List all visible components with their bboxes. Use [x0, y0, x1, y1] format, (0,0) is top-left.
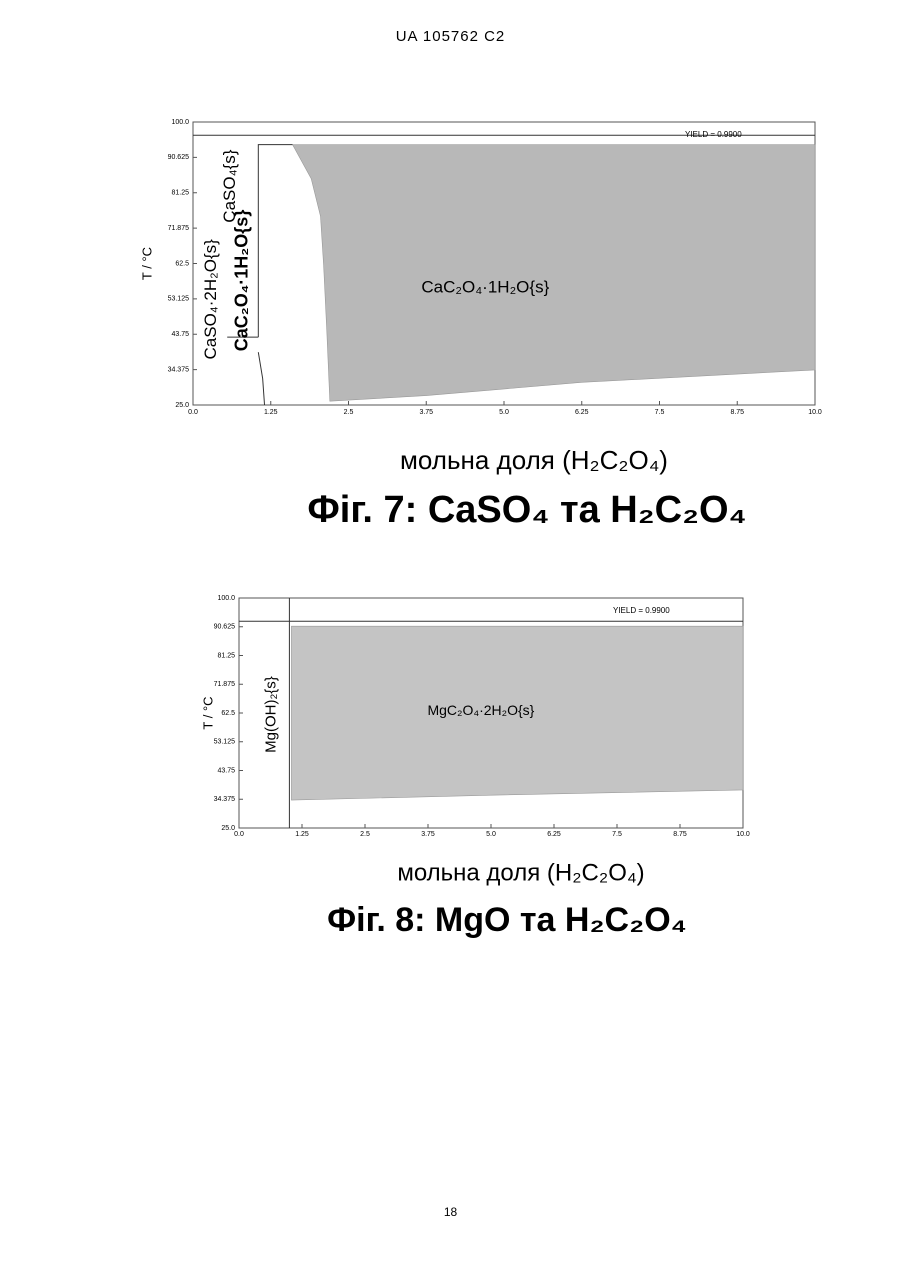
x-tick-label: 10.0 [808, 409, 822, 416]
phase-boundary [258, 352, 264, 405]
y-tick-label: 53.125 [214, 739, 236, 746]
y-axis-label: T / °C [139, 247, 154, 280]
x-tick-label: 8.75 [673, 831, 687, 838]
x-tick-label: 1.25 [295, 831, 309, 838]
x-tick-label: 2.5 [344, 409, 354, 416]
phase-boundary [258, 145, 292, 337]
y-tick-label: 100.0 [217, 595, 235, 602]
y-tick-label: 43.75 [171, 331, 189, 338]
y-axis-label: T / °C [200, 696, 215, 729]
x-tick-label: 5.0 [499, 409, 509, 416]
x-tick-label: 7.5 [655, 409, 665, 416]
x-tick-label: 0.0 [234, 831, 244, 838]
x-tick-label: 6.25 [547, 831, 561, 838]
y-tick-label: 25.0 [221, 825, 235, 832]
page: UA 105762 C2 CaC₂O₄·1H₂O{s}YIELD = 0.990… [0, 0, 901, 1273]
figure-caption: Фіг. 8: MgO та H₂C₂O₄ [327, 901, 687, 939]
y-tick-label: 90.625 [214, 624, 236, 631]
phase-region [293, 145, 815, 402]
y-tick-label: 100.0 [171, 119, 189, 126]
region-label: CaC₂O₄·1H₂O{s} [421, 278, 549, 297]
page-number: 18 [0, 1205, 901, 1219]
x-tick-label: 6.25 [575, 409, 589, 416]
x-tick-label: 2.5 [360, 831, 370, 838]
x-axis-label: мольна доля (H₂C₂O₄) [397, 859, 644, 886]
annotation: YIELD = 0.9900 [613, 606, 670, 615]
y-tick-label: 62.5 [175, 260, 189, 267]
x-tick-label: 3.75 [421, 831, 435, 838]
y-tick-label: 34.375 [168, 366, 190, 373]
figure-caption: Фіг. 7: CaSO₄ та H₂C₂O₄ [307, 489, 746, 531]
y-tick-label: 25.0 [175, 402, 189, 409]
y-tick-label: 90.625 [168, 154, 190, 161]
y-tick-label: 81.25 [217, 652, 235, 659]
x-tick-label: 0.0 [188, 409, 198, 416]
x-tick-label: 8.75 [730, 409, 744, 416]
figures: CaC₂O₄·1H₂O{s} YIELD = 0.9900 0.0 1.25 2.5 3.… [0, 0, 901, 1273]
x-tick-label: 3.75 [419, 409, 433, 416]
y-tick-label: 71.875 [168, 225, 190, 232]
x-tick-label: 7.5 [612, 831, 622, 838]
region-label: MgC₂O₄·2H₂O{s} [427, 702, 534, 718]
annotation: YIELD = 0.9900 [685, 130, 742, 139]
region-label: CaSO₄·2H₂O{s} [201, 239, 220, 360]
y-tick-label: 62.5 [221, 710, 235, 717]
region-label: Mg(OH)₂{s} [263, 676, 280, 753]
x-axis-label: мольна доля (H₂C₂O₄) [400, 445, 668, 475]
y-tick-label: 34.375 [214, 796, 236, 803]
y-tick-label: 43.75 [217, 767, 235, 774]
y-tick-label: 81.25 [171, 190, 189, 197]
x-tick-label: 5.0 [486, 831, 496, 838]
y-tick-label: 71.875 [214, 681, 236, 688]
region-label: CaC₂O₄·1H₂O{s} [232, 210, 252, 352]
x-tick-label: 10.0 [736, 831, 750, 838]
x-tick-label: 1.25 [264, 409, 278, 416]
y-tick-label: 53.125 [168, 296, 190, 303]
